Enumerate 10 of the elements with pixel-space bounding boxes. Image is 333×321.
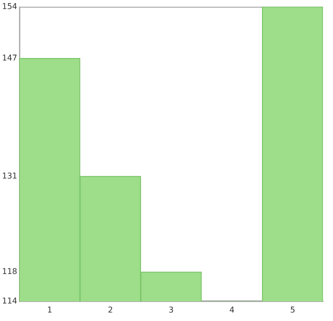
x-tick-label: 4	[229, 305, 234, 314]
x-tick-label: 1	[47, 305, 52, 314]
y-tick-label: 114	[2, 296, 18, 306]
y-tick-label: 131	[2, 171, 18, 180]
y-tick-label: 118	[2, 267, 18, 276]
x-tick-label: 2	[108, 305, 113, 314]
x-tick-label: 5	[290, 305, 296, 314]
x-tick-label: 3	[168, 305, 174, 314]
y-tick-label: 154	[2, 2, 18, 11]
y-tick-label: 147	[2, 53, 18, 62]
